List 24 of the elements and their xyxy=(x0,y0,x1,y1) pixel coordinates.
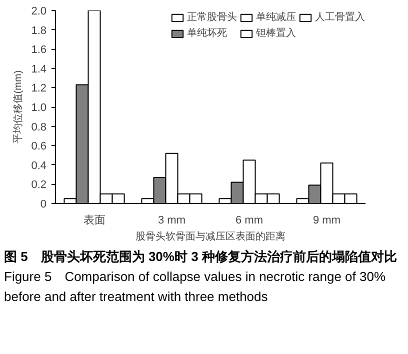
x-tick-label: 9 mm xyxy=(313,214,340,226)
y-axis-title: 平均位移值(mm) xyxy=(12,70,24,144)
x-tick-label: 6 mm xyxy=(236,214,263,226)
caption: Figure 5 Comparison of collapse values in necrotic range of 30% before and after treatment with three methods xyxy=(4,268,387,306)
y-tick-label: 1.0 xyxy=(31,102,47,114)
caption: 图 5 股骨头坏死范围为 30%时 3 种修复方法治疗前后的塌陷值对比 xyxy=(4,248,398,266)
y-tick-label: 1.6 xyxy=(31,44,47,56)
y-tick-label: 0.2 xyxy=(31,179,47,192)
legend-label: 单纯减压 xyxy=(256,10,296,24)
y-tick-label: 1.4 xyxy=(31,63,47,76)
y-tick-label: 0.4 xyxy=(31,160,47,172)
y-tick-label: 1.8 xyxy=(31,24,47,37)
legend-label: 单纯坏死 xyxy=(187,26,227,40)
y-tick-label: 2.0 xyxy=(31,6,47,18)
x-tick-label: 3 mm xyxy=(158,214,186,226)
y-tick-label: 0.6 xyxy=(31,140,47,153)
legend-label: 正常股骨头 xyxy=(187,10,237,24)
y-tick-label: 1.2 xyxy=(31,82,47,95)
y-tick-label: 0.8 xyxy=(31,121,47,134)
y-tick-label: 0 xyxy=(40,198,47,210)
legend-label: 钽棒置入 xyxy=(256,26,296,40)
legend-label: 人工骨置入 xyxy=(315,10,365,24)
x-tick-label: 表面 xyxy=(83,214,106,226)
x-axis-title: 股骨头软骨面与减压区表面的距离 xyxy=(136,230,286,242)
